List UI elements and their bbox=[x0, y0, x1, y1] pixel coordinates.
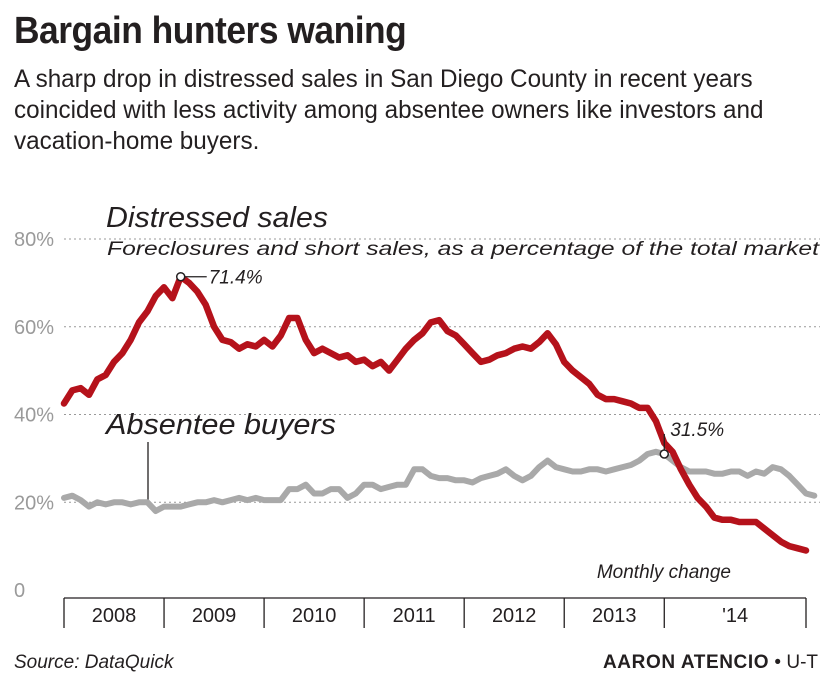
absentee-series-label: Absentee buyers bbox=[104, 409, 336, 441]
credit: AARON ATENCIO • U-T bbox=[603, 652, 818, 674]
annotations: 71.4% 31.5% bbox=[175, 268, 724, 459]
x-axis: 2008 2009 2010 2011 2012 2013 '14 bbox=[63, 597, 807, 628]
absentee-peak-marker bbox=[659, 449, 670, 459]
absentee-buyers-line bbox=[61, 448, 818, 514]
credit-name: AARON ATENCIO bbox=[602, 652, 770, 673]
peak-marker bbox=[175, 271, 186, 282]
chart-subtitle: A sharp drop in distressed sales in San … bbox=[14, 65, 764, 155]
y-tick-label: 60% bbox=[14, 317, 54, 339]
distressed-series-description: Foreclosures and short sales, as a perce… bbox=[107, 239, 820, 260]
peak-label: 71.4% bbox=[209, 268, 263, 289]
credit-separator: • bbox=[774, 652, 782, 673]
x-tick-label: '14 bbox=[722, 605, 748, 627]
x-tick-label: 2010 bbox=[292, 605, 337, 627]
x-tick-label: 2011 bbox=[393, 605, 436, 627]
x-tick-label: 2009 bbox=[192, 605, 237, 627]
distressed-sales-line bbox=[60, 273, 810, 554]
y-tick-label: 40% bbox=[14, 405, 54, 427]
monthly-change-note: Monthly change bbox=[597, 562, 731, 583]
y-tick-label: 80% bbox=[14, 229, 54, 251]
x-tick-label: 2012 bbox=[492, 605, 537, 627]
x-tick-label: 2013 bbox=[592, 605, 637, 627]
y-tick-label: 0 bbox=[14, 580, 25, 602]
absentee-peak-label: 31.5% bbox=[670, 420, 724, 441]
chart-title: Bargain hunters waning bbox=[14, 10, 407, 52]
y-tick-labels: 0 20% 40% 60% 80% bbox=[14, 229, 54, 602]
source-note: Source: DataQuick bbox=[14, 652, 174, 673]
x-tick-label: 2008 bbox=[92, 605, 137, 627]
credit-org: U-T bbox=[786, 652, 818, 673]
distressed-series-label: Distressed sales bbox=[106, 202, 328, 234]
y-tick-label: 20% bbox=[14, 492, 54, 514]
